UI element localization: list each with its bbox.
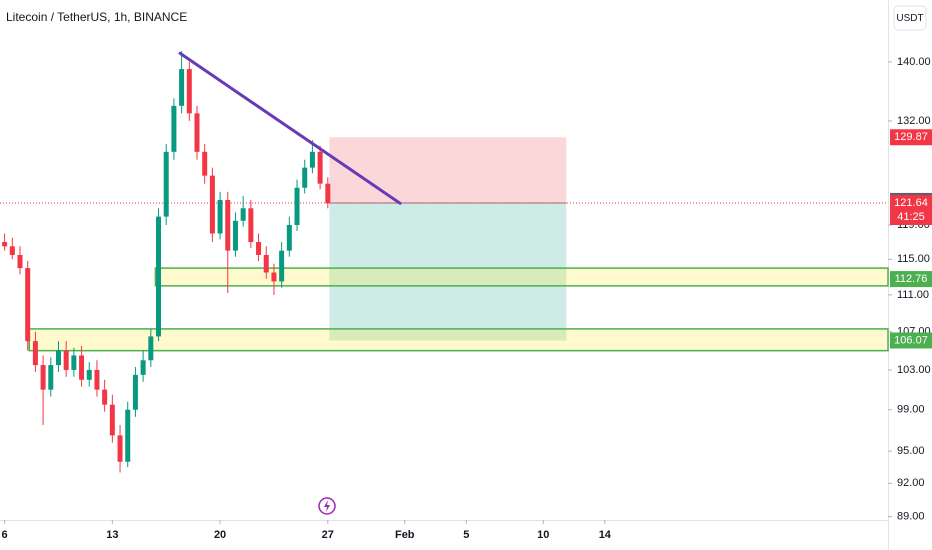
candle-body [263, 254, 269, 273]
price-countdown: 41:25 [897, 211, 925, 223]
candle-body [109, 404, 115, 436]
candle-body [202, 151, 208, 176]
candle-body [186, 69, 192, 114]
candle-body [86, 369, 92, 380]
price-label-box [890, 332, 932, 349]
candle-body [302, 167, 308, 188]
candle-body [256, 242, 262, 255]
y-tick-label: 99.00 [897, 404, 925, 416]
candle-body [225, 200, 231, 251]
y-tick-label: 92.00 [897, 477, 925, 489]
candle-body [40, 365, 46, 390]
y-tick-label: 140.00 [897, 56, 931, 68]
price-label-box [890, 129, 932, 146]
candle-body [55, 350, 61, 366]
x-tick-label: 5 [463, 529, 469, 541]
candle-body [179, 69, 185, 106]
candle-body [48, 365, 54, 390]
candle-body [240, 208, 246, 221]
target-zone [329, 202, 567, 341]
candle-body [79, 355, 85, 380]
candle-body [132, 374, 138, 410]
candle-body [63, 350, 69, 370]
x-tick-label: 14 [599, 529, 612, 541]
candle-body [248, 208, 254, 243]
x-tick-label: 20 [214, 529, 226, 541]
x-tick-label: 13 [106, 529, 118, 541]
lightning-icon[interactable] [318, 497, 336, 515]
candle-body [25, 268, 31, 342]
x-tick-label: 10 [537, 529, 549, 541]
x-tick-label: 27 [322, 529, 334, 541]
candle-body [9, 246, 15, 255]
price-label: 129.87 [894, 131, 928, 143]
candle-body [163, 151, 169, 217]
x-tick-label: Feb [395, 529, 415, 541]
candle-body [325, 183, 331, 204]
x-tick-label: 6 [2, 529, 8, 541]
price-label: 112.76 [895, 273, 928, 285]
price-label: 106.07 [894, 334, 928, 346]
currency-button[interactable] [893, 5, 927, 31]
event-bolt[interactable] [324, 500, 330, 512]
candle-body [102, 389, 108, 405]
candle-body [217, 200, 223, 234]
y-tick-label: 89.00 [897, 511, 925, 523]
chart-title: Litecoin / TetherUS, 1h, BINANCE [6, 10, 187, 24]
trendline [178, 51, 402, 205]
candle-body [232, 220, 238, 251]
y-tick-label: 115.00 [897, 253, 930, 265]
candle-body [279, 250, 285, 282]
candle-body [271, 272, 277, 282]
candle-body [117, 435, 123, 462]
candle-body [294, 187, 300, 226]
candle-body [171, 105, 177, 152]
candle-body [140, 360, 146, 375]
stop-zone [329, 137, 567, 203]
candle-body [17, 254, 23, 269]
candle-body [194, 113, 200, 152]
plot-area [0, 51, 889, 473]
candle-body [156, 216, 162, 337]
currency-button-label[interactable]: USDT [896, 13, 923, 24]
candle-body [71, 355, 77, 370]
candle-body [32, 341, 38, 366]
y-tick-label: 95.00 [897, 445, 925, 457]
support-zone [154, 267, 889, 287]
candle-body [125, 409, 131, 462]
y-tick-label: 103.00 [897, 364, 931, 376]
candle-body [209, 175, 215, 234]
candle-body [309, 151, 315, 168]
price-label: 121.64 [894, 197, 928, 209]
price-label-box [890, 271, 932, 288]
candle-body [317, 151, 323, 184]
candle-body [286, 225, 292, 251]
candle-body [94, 369, 100, 390]
candle-body [2, 242, 8, 247]
price-label-box [890, 194, 932, 225]
y-tick-label: 132.00 [897, 115, 931, 127]
candle-body [148, 336, 154, 361]
y-tick-label: 111.00 [897, 289, 929, 301]
